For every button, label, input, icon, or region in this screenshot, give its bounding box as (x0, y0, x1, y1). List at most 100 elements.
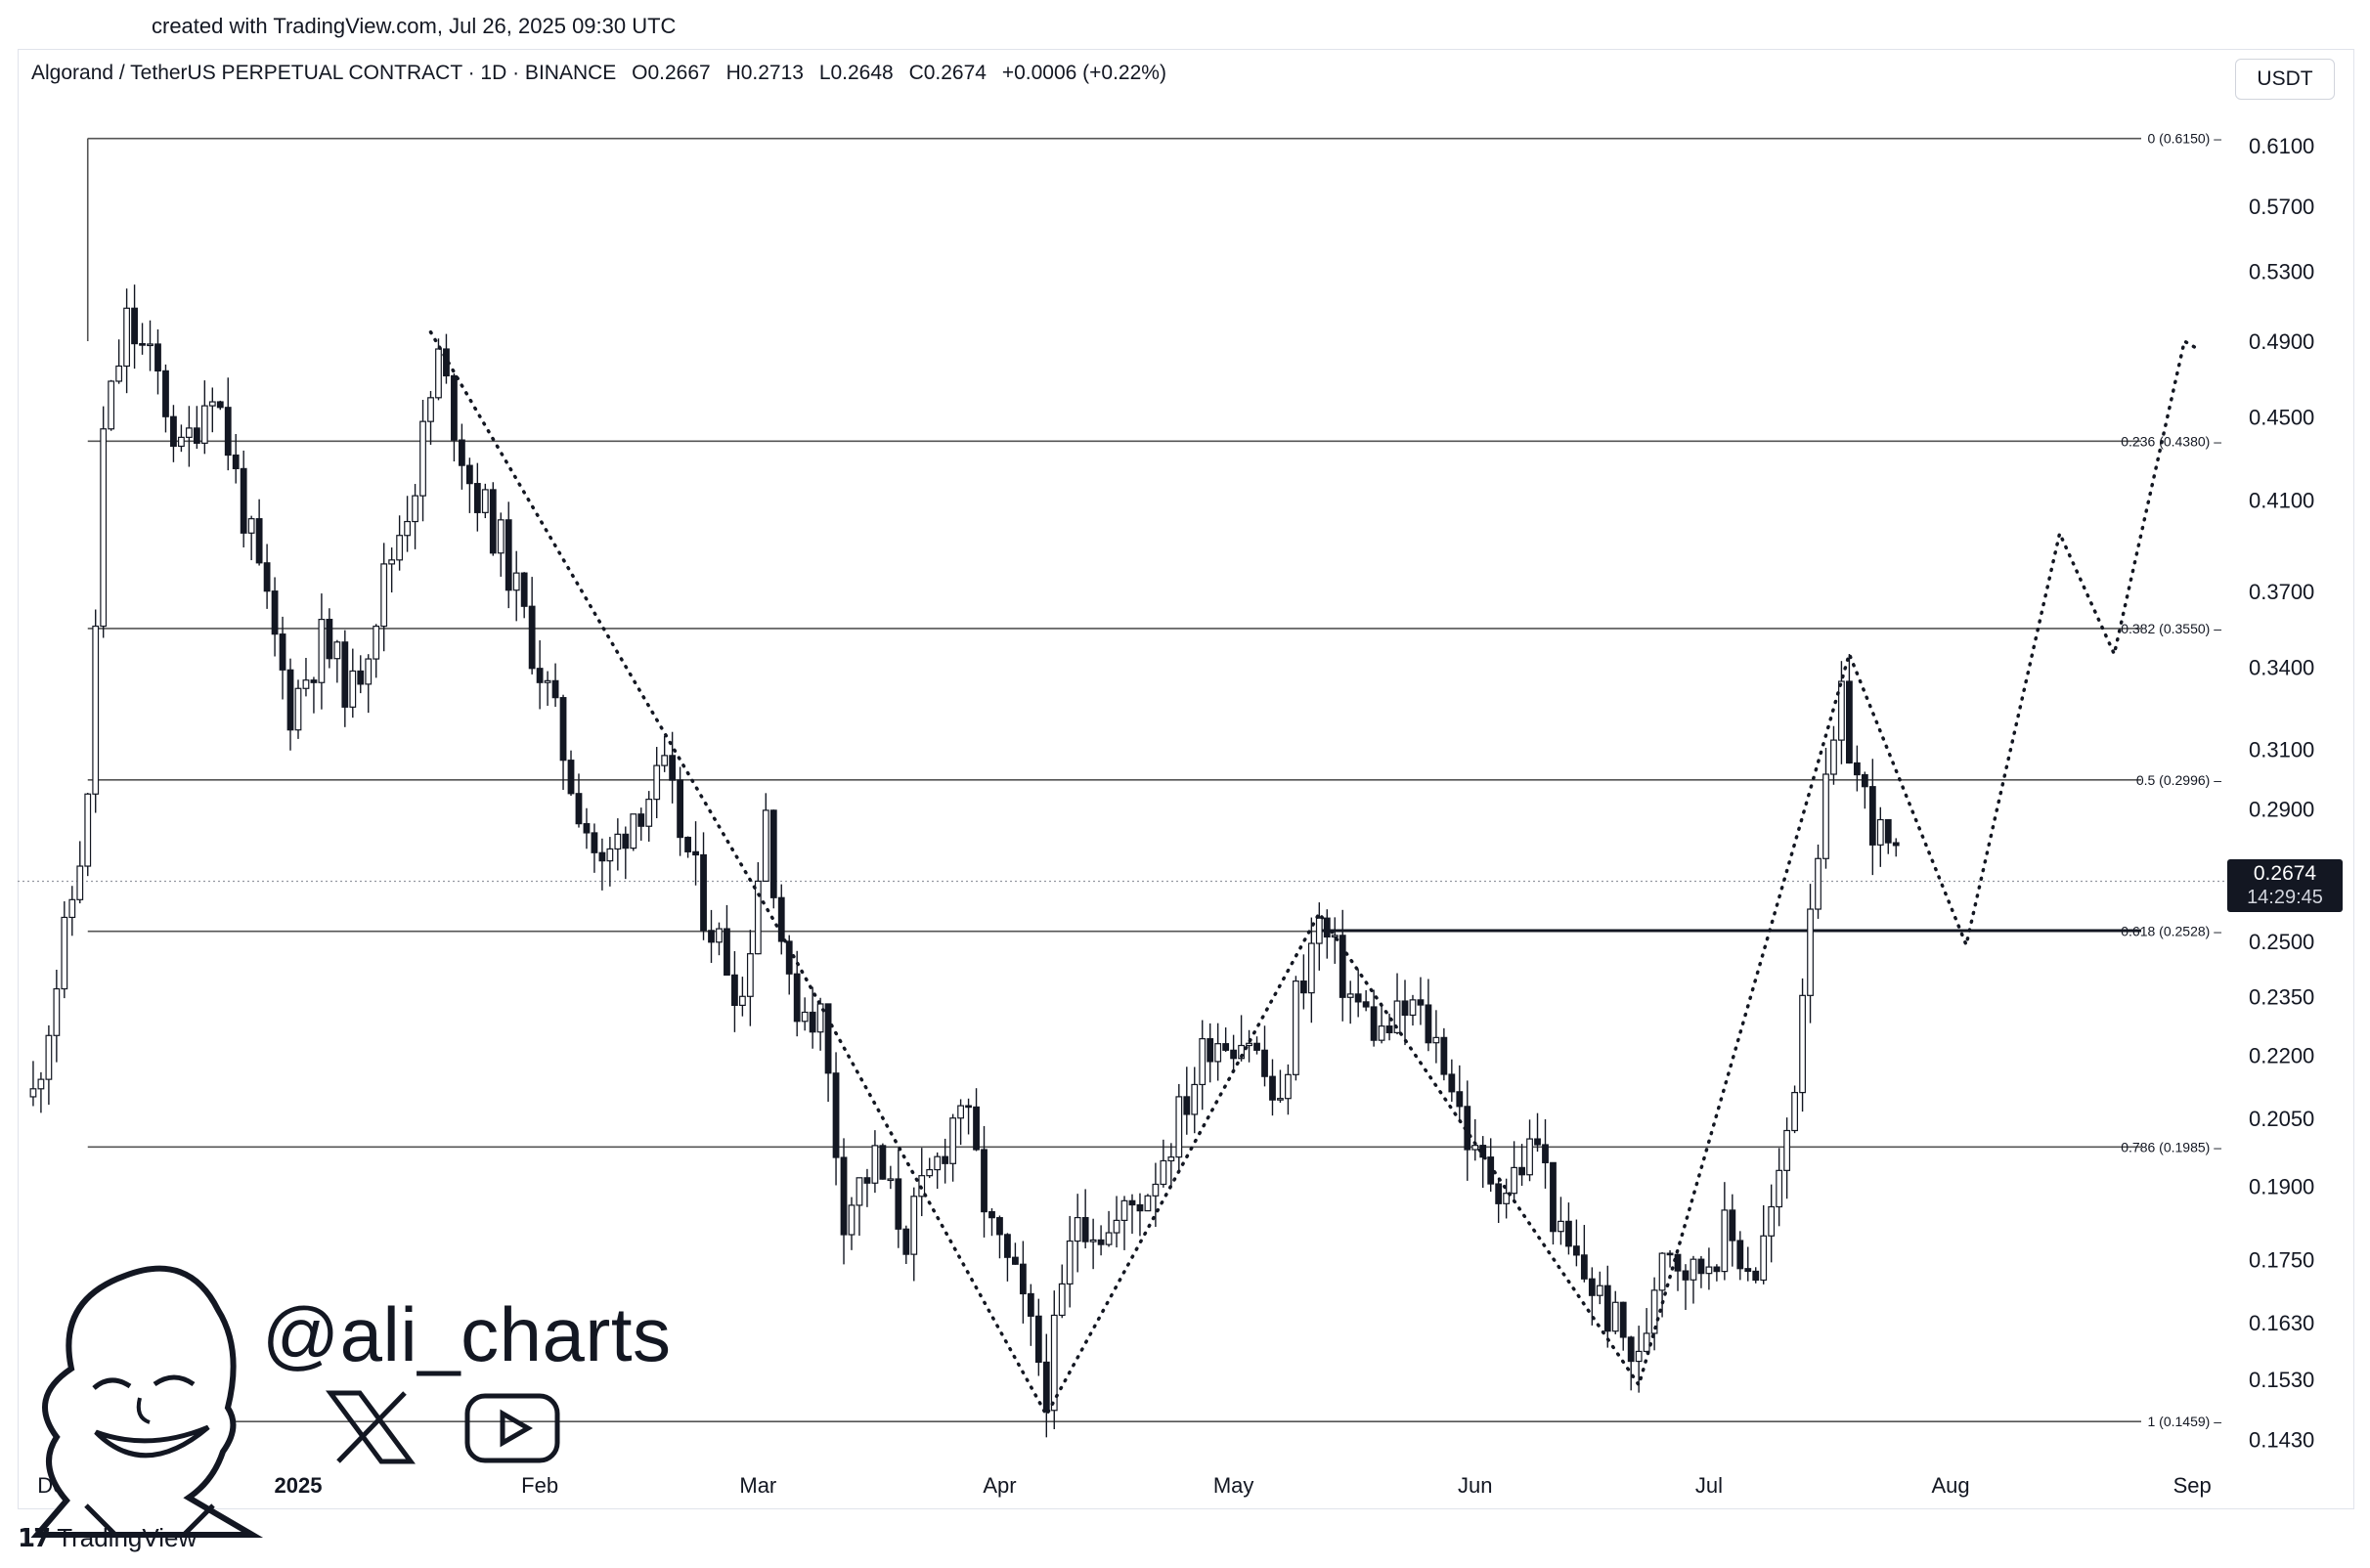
candle-body (777, 896, 785, 942)
footer: 𝟭𝟳 TradingView (18, 1523, 197, 1553)
candle-body (497, 519, 505, 554)
candle-body (957, 1105, 965, 1119)
candle-body (1285, 1073, 1292, 1100)
candle-body (1558, 1220, 1564, 1233)
candle-body (1167, 1156, 1175, 1162)
candle-body (1346, 993, 1354, 998)
candle-body (1815, 857, 1821, 910)
candle-body (1081, 1216, 1089, 1242)
candle-body (224, 407, 232, 457)
candle-body (505, 519, 512, 591)
candle-body (1307, 942, 1315, 994)
candle-body (700, 853, 707, 932)
candle-body (435, 348, 442, 399)
candle-body (481, 489, 489, 513)
candle-body (465, 464, 473, 485)
candle-body (1354, 993, 1362, 1003)
ohlc-legend: Algorand / TetherUS PERPETUAL CONTRACT ·… (31, 62, 1176, 85)
candle-body (1277, 1098, 1284, 1101)
candle-body (61, 916, 68, 990)
candle-body (1269, 1075, 1276, 1101)
candle-body (1323, 917, 1331, 938)
candle-body (863, 1177, 871, 1184)
candle-body (200, 405, 208, 444)
candle-body (1160, 1159, 1167, 1186)
candle-body (910, 1196, 918, 1255)
candle-body (1385, 1025, 1393, 1034)
candle-body (154, 343, 161, 371)
candle-body (583, 823, 591, 834)
candle-body (131, 307, 138, 345)
candle-body (731, 974, 738, 1006)
candle-body (1721, 1209, 1729, 1273)
candle-body (1089, 1239, 1097, 1242)
candle-body (279, 633, 286, 671)
candle-body (1136, 1203, 1144, 1212)
candle-body (1650, 1289, 1658, 1334)
candle-body (1315, 917, 1323, 944)
candle-body (147, 343, 154, 347)
y-tick-label: 0.1630 (2249, 1311, 2314, 1335)
candle-body (840, 1156, 848, 1236)
candle-body (622, 833, 630, 849)
projection-lines (428, 329, 2202, 1419)
candle-body (1292, 980, 1299, 1075)
candle-body (1299, 980, 1307, 994)
candle-body (1425, 1004, 1432, 1044)
candle-body (1596, 1285, 1603, 1296)
candle-body (1370, 1006, 1378, 1041)
candle-body (1238, 1044, 1245, 1060)
candle-body (614, 833, 622, 850)
candle-body (536, 668, 544, 683)
candle-body (1884, 818, 1892, 844)
y-tick-label: 0.4100 (2249, 489, 2314, 513)
candle-body (473, 483, 481, 513)
chart-credit: created with TradingView.com, Jul 26, 20… (152, 14, 677, 38)
candle-body (809, 1011, 816, 1033)
candle-body (1331, 935, 1339, 938)
fib-label: 0.5 (0.2996) – (2136, 772, 2221, 788)
candle-body (1487, 1156, 1495, 1185)
candle-body (1152, 1183, 1160, 1197)
candle-body (1572, 1245, 1580, 1256)
y-axis: 0.65000.61000.57000.53000.49000.45000.41… (2249, 77, 2314, 1452)
candle-body (1861, 773, 1868, 788)
candle-body (1697, 1258, 1705, 1275)
candle-body (37, 1078, 45, 1090)
fib-label: 0.382 (0.3550) – (2121, 621, 2221, 636)
candle-body (669, 755, 677, 781)
tradingview-logo-icon[interactable]: 𝟭𝟳 (18, 1523, 51, 1552)
candle-body (591, 832, 598, 853)
candle-body (528, 605, 536, 670)
currency-selector[interactable]: USDT (2235, 59, 2335, 100)
candle-body (1643, 1332, 1650, 1353)
candle-body (1050, 1314, 1058, 1412)
legend-low: L0.2648 (818, 62, 894, 84)
candle-body (84, 793, 92, 867)
candle-body (294, 687, 302, 731)
y-tick-label: 0.5700 (2249, 195, 2314, 219)
y-tick-label: 0.3400 (2249, 655, 2314, 679)
y-tick-label: 0.4500 (2249, 406, 2314, 430)
candle-body (1729, 1209, 1736, 1241)
candle-body (404, 520, 411, 537)
candle-body (1822, 773, 1829, 859)
candle-body (76, 865, 84, 900)
bar-countdown: 14:29:45 (2247, 887, 2323, 908)
candle-body (1105, 1232, 1113, 1245)
footer-brand[interactable]: TradingView (57, 1523, 198, 1552)
y-tick-label: 0.2350 (2249, 984, 2314, 1009)
symbol-name[interactable]: Algorand / TetherUS PERPETUAL CONTRACT ·… (31, 62, 617, 84)
candle-body (247, 518, 255, 534)
chart-frame (18, 49, 2354, 1509)
candle-body (1744, 1268, 1752, 1273)
candle-body (1222, 1043, 1230, 1051)
candle-body (551, 679, 559, 699)
candle-body (115, 365, 123, 382)
candle-body (68, 898, 76, 919)
candle-body (724, 928, 730, 976)
candle-body (1191, 1083, 1199, 1115)
candle-body (1175, 1096, 1183, 1158)
fib-label: 0.236 (0.4380) – (2121, 433, 2221, 449)
